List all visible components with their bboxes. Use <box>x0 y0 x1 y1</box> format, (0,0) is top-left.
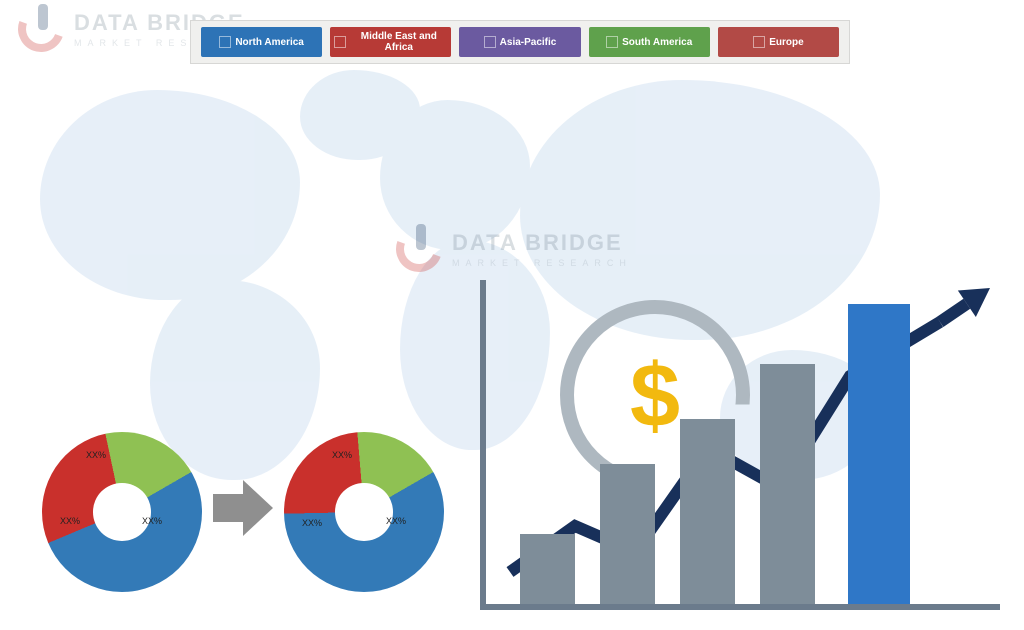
legend-swatch-icon <box>606 36 618 48</box>
legend-region-button[interactable]: South America <box>589 27 710 57</box>
map-landmass <box>40 90 300 300</box>
chart-bar <box>760 364 815 604</box>
donut-hole <box>93 483 151 541</box>
chart-bar <box>520 534 575 604</box>
chart-bar <box>680 419 735 604</box>
donut-hole <box>335 483 393 541</box>
legend-region-button[interactable]: North America <box>201 27 322 57</box>
watermark-logo: DATA BRIDGEMARKET RESEARCH <box>396 226 632 272</box>
chart-bar <box>848 304 910 604</box>
legend-label: Asia-Pacific <box>500 37 557 48</box>
donut-slice-label: XX% <box>302 518 322 528</box>
growth-bar-chart <box>480 280 1000 610</box>
donut-slice-label: XX% <box>386 516 406 526</box>
legend-label: Middle East and Africa <box>350 31 447 53</box>
region-legend-bar: North America Middle East and Africa Asia-… <box>190 20 850 64</box>
legend-label: South America <box>622 37 692 48</box>
donut-slice-label: XX% <box>86 450 106 460</box>
logo-text: DATA BRIDGEMARKET RESEARCH <box>452 230 632 268</box>
market-share-donut: XX% XX% XX% <box>42 432 202 592</box>
legend-swatch-icon <box>334 36 346 48</box>
legend-region-button[interactable]: Europe <box>718 27 839 57</box>
market-share-donut: XX% XX% XX% <box>284 432 444 592</box>
logo-mark-icon <box>18 6 64 52</box>
legend-region-button[interactable]: Middle East and Africa <box>330 27 451 57</box>
arrow-head <box>243 480 273 536</box>
infographic-stage: DATA BRIDGEMARKET RESEARCHDATA BRIDGEMAR… <box>0 0 1024 630</box>
transition-arrow-icon <box>213 480 273 536</box>
donut-ring: XX% XX% XX% <box>284 432 444 592</box>
legend-label: North America <box>235 37 304 48</box>
legend-label: Europe <box>769 37 803 48</box>
logo-mark-icon <box>396 226 442 272</box>
legend-swatch-icon <box>753 36 765 48</box>
donut-slice-label: XX% <box>332 450 352 460</box>
donut-ring: XX% XX% XX% <box>42 432 202 592</box>
legend-region-button[interactable]: Asia-Pacific <box>459 27 580 57</box>
arrow-shaft <box>213 494 247 522</box>
donut-slice-label: XX% <box>142 516 162 526</box>
chart-bar <box>600 464 655 604</box>
donut-slice-label: XX% <box>60 516 80 526</box>
legend-swatch-icon <box>484 36 496 48</box>
legend-swatch-icon <box>219 36 231 48</box>
